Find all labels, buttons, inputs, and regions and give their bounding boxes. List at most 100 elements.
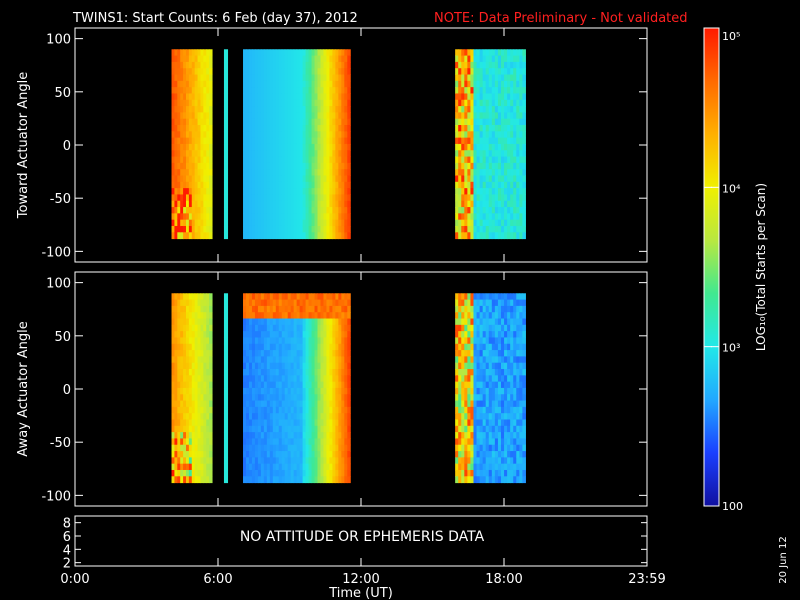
heatmap-cell [171,413,175,420]
heatmap-cell [223,137,229,145]
heatmap-cell [251,293,256,301]
heatmap-cell [183,49,187,57]
heatmap-cell [197,131,201,139]
heatmap-cell [504,451,508,458]
heatmap-cell [488,293,493,301]
heatmap-cell [491,305,496,313]
heatmap-cell [263,194,268,202]
heatmap-cell [522,356,526,364]
heatmap-cell [188,476,193,484]
xtick-label: 18:00 [485,572,522,587]
heatmap-cell [458,219,462,227]
heatmap-cell [194,131,199,139]
heatmap-cell [516,106,520,113]
heatmap-cell [323,87,327,94]
heatmap-cell [329,312,333,320]
heatmap-cell [510,324,514,332]
heatmap-cell [467,413,471,420]
heatmap-cell [254,87,259,94]
heatmap-cell [188,143,193,151]
heatmap-cell [254,143,259,151]
heatmap-cell [206,156,210,164]
heatmap-cell [455,200,459,208]
heatmap-cell [332,369,336,376]
heatmap-cell [470,131,474,139]
heatmap-cell [275,381,280,389]
heatmap-cell [332,225,336,233]
heatmap-cell [284,74,289,82]
heatmap-cell [320,68,324,76]
heatmap-cell [260,112,265,120]
heatmap-cell [243,93,247,101]
heatmap-cell [482,87,487,94]
heatmap-cell [284,99,289,107]
heatmap-cell [209,55,213,63]
heatmap-cell [482,200,487,208]
heatmap-cell [223,181,229,189]
heatmap-cell [171,318,175,326]
heatmap-cell [311,369,316,376]
heatmap-cell [510,213,514,221]
heatmap-cell [284,350,289,357]
heatmap-cell [455,293,459,301]
heatmap-cell [519,131,523,139]
heatmap-cell [455,162,459,170]
heatmap-cell [180,80,184,88]
heatmap-cell [284,225,289,233]
heatmap-cell [491,299,496,307]
heatmap-cell [326,74,330,82]
heatmap-cell [485,476,490,484]
heatmap-cell [470,143,474,151]
heatmap-cell [248,463,253,471]
heatmap-cell [491,350,496,357]
heatmap-cell [302,87,307,94]
heatmap-cell [341,369,345,376]
heatmap-cell [305,312,310,320]
heatmap-cell [290,232,295,240]
heatmap-cell [194,293,199,301]
heatmap-cell [344,312,348,320]
heatmap-cell [326,375,330,383]
heatmap-cell [510,312,514,320]
heatmap-cell [479,381,484,389]
heatmap-cell [209,337,213,345]
heatmap-cell [305,413,310,420]
heatmap-cell [305,305,310,313]
heatmap-cell [287,425,292,433]
heatmap-cell [254,137,259,145]
heatmap-cell [260,469,265,477]
heatmap-cell [314,188,319,195]
heatmap-cell [206,200,210,208]
heatmap-cell [467,99,471,107]
heatmap-cell [171,350,175,357]
heatmap-cell [183,457,187,465]
heatmap-cell [296,93,301,101]
heatmap-cell [464,74,468,82]
heatmap-cell [171,400,175,408]
heatmap-cell [263,169,268,176]
heatmap-cell [223,80,229,88]
heatmap-cell [476,194,481,202]
heatmap-cell [293,331,298,338]
heatmap-cell [269,476,274,484]
heatmap-cell [513,49,517,57]
heatmap-cell [243,219,247,227]
heatmap-cell [461,55,465,63]
heatmap-cell [223,425,229,433]
heatmap-cell [485,106,490,113]
heatmap-cell [482,394,487,402]
heatmap-cell [305,143,310,151]
heatmap-cell [191,131,196,139]
heatmap-cell [464,451,468,458]
heatmap-cell [332,293,336,301]
heatmap-cell [341,400,345,408]
heatmap-cell [500,457,505,465]
heatmap-cell [305,232,310,240]
heatmap-cell [500,305,505,313]
heatmap-cell [494,324,499,332]
heatmap-cell [251,125,256,132]
heatmap-cell [497,476,502,484]
heatmap-cell [458,343,462,351]
heatmap-cell [203,188,207,195]
heatmap-cell [335,451,339,458]
